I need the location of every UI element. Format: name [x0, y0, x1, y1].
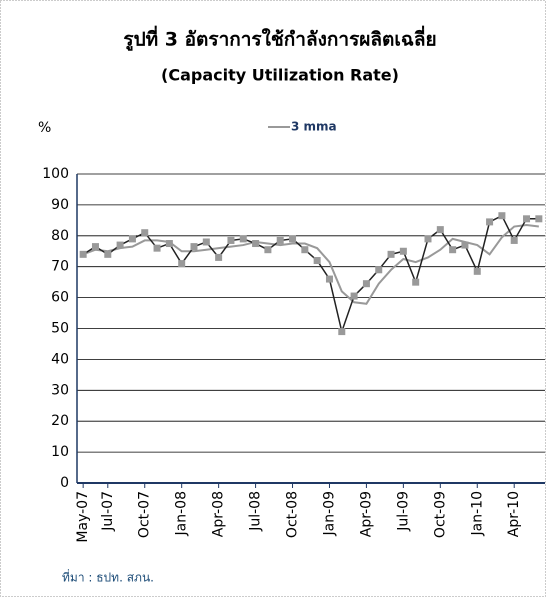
point-marker: [301, 246, 309, 254]
y-tick-label: 10: [51, 444, 69, 460]
point-marker: [510, 236, 518, 244]
legend-label: 3 mma: [291, 120, 337, 134]
point-marker: [449, 246, 457, 254]
point-marker: [535, 215, 543, 223]
point-marker: [461, 241, 469, 249]
y-tick-label: 20: [51, 413, 69, 429]
x-tick-label: Apr-10: [506, 491, 522, 537]
point-marker: [128, 235, 136, 243]
point-marker: [141, 229, 149, 237]
point-marker: [165, 240, 173, 248]
y-tick-label: 70: [51, 259, 69, 275]
point-marker: [387, 250, 395, 258]
source-note: ที่มา : ธปท. สภน.: [62, 569, 154, 585]
point-marker: [91, 243, 99, 251]
x-tick-label: Jan-10: [469, 491, 485, 536]
point-marker: [178, 260, 186, 268]
point-marker: [399, 247, 407, 255]
point-marker: [436, 226, 444, 234]
y-tick-label: 90: [51, 197, 69, 213]
point-marker: [104, 250, 112, 258]
x-tick-label: Oct-08: [285, 491, 301, 538]
point-marker: [190, 243, 198, 251]
x-tick-label: Oct-07: [137, 491, 153, 538]
point-marker: [79, 250, 87, 258]
y-tick-label: 50: [51, 321, 69, 337]
x-tick-label: Jan-08: [174, 491, 190, 536]
point-marker: [486, 218, 494, 226]
x-tick-label: Jul-07: [100, 491, 116, 532]
point-marker: [276, 236, 284, 244]
point-marker: [498, 212, 506, 220]
x-tick-label: May-07: [75, 491, 91, 543]
point-marker: [116, 241, 124, 249]
point-marker: [289, 235, 297, 243]
x-tick-label: Apr-08: [211, 491, 227, 537]
point-marker: [325, 275, 333, 283]
mma-line: [82, 223, 539, 305]
point-marker: [523, 215, 531, 223]
point-marker: [412, 278, 420, 286]
chart-subtitle: (Capacity Utilization Rate): [161, 66, 399, 85]
x-tick-label: Apr-09: [358, 491, 374, 537]
y-tick-label: 80: [51, 228, 69, 244]
point-marker: [153, 244, 161, 252]
x-tick-label: Jan-09: [321, 491, 337, 536]
chart-title: รูปที่ 3 อัตราการใช้กำลังการผลิตเฉลี่ย: [123, 26, 436, 52]
y-tick-label: 30: [51, 382, 69, 398]
point-marker: [227, 236, 235, 244]
point-marker: [375, 266, 383, 274]
y-tick-label: 100: [42, 166, 69, 182]
point-marker: [239, 235, 247, 243]
y-tick-label: 0: [60, 475, 69, 491]
point-marker: [362, 280, 370, 288]
point-marker: [473, 267, 481, 275]
x-tick-label: Jul-08: [248, 491, 264, 532]
point-marker: [313, 257, 321, 265]
x-tick-label: Oct-09: [432, 491, 448, 538]
y-tick-label: 60: [51, 290, 69, 306]
y-tick-label: 40: [51, 351, 69, 367]
y-axis-label: %: [38, 120, 51, 136]
point-marker: [350, 292, 358, 300]
point-marker: [338, 328, 346, 336]
x-tick-label: Jul-09: [395, 491, 411, 532]
point-marker: [252, 240, 260, 248]
point-marker: [202, 238, 210, 246]
point-marker: [264, 246, 272, 254]
point-marker: [215, 253, 223, 261]
point-marker: [424, 235, 432, 243]
